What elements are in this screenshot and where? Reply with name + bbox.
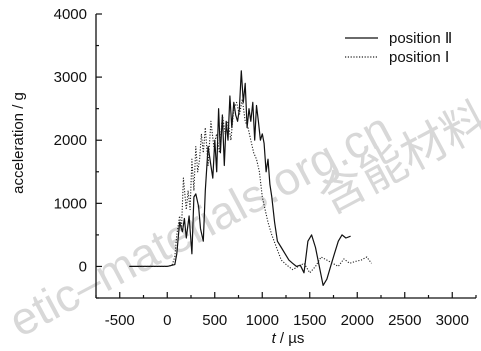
- x-axis-label: t / µs: [272, 330, 305, 347]
- watermark: etic–materials.org.cn 含能材料: [0, 92, 481, 347]
- y-tick-label: 1000: [54, 195, 87, 212]
- x-tick-label: 500: [202, 312, 227, 329]
- legend-label-1: position Ⅱ: [389, 30, 452, 47]
- legend-label-2: position Ⅰ: [389, 49, 449, 66]
- y-tick-label: 3000: [54, 69, 87, 86]
- x-tick-label: 2500: [388, 312, 421, 329]
- x-tick-label: -500: [105, 312, 135, 329]
- series-line-2: [138, 98, 372, 274]
- y-tick-label: 4000: [54, 6, 87, 23]
- ticks: 0 1000 2000 3000 4000 -500 0 500 1000 1500 2000 250…: [54, 6, 477, 329]
- x-tick-label: 1000: [246, 312, 279, 329]
- x-axis-label-var: t: [272, 330, 277, 347]
- y-tick-label: 0: [79, 258, 87, 275]
- legend: position Ⅱ position Ⅰ: [345, 30, 452, 66]
- series-layer: [129, 70, 372, 286]
- y-axis-label: acceleration / g: [10, 92, 27, 194]
- x-tick-label: 2000: [341, 312, 374, 329]
- series-line-1: [129, 70, 351, 286]
- x-tick-label: 0: [163, 312, 171, 329]
- y-tick-label: 2000: [54, 132, 87, 149]
- x-tick-label: 3000: [436, 312, 469, 329]
- x-axis-label-unit: / µs: [276, 330, 305, 347]
- x-tick-label: 1500: [293, 312, 326, 329]
